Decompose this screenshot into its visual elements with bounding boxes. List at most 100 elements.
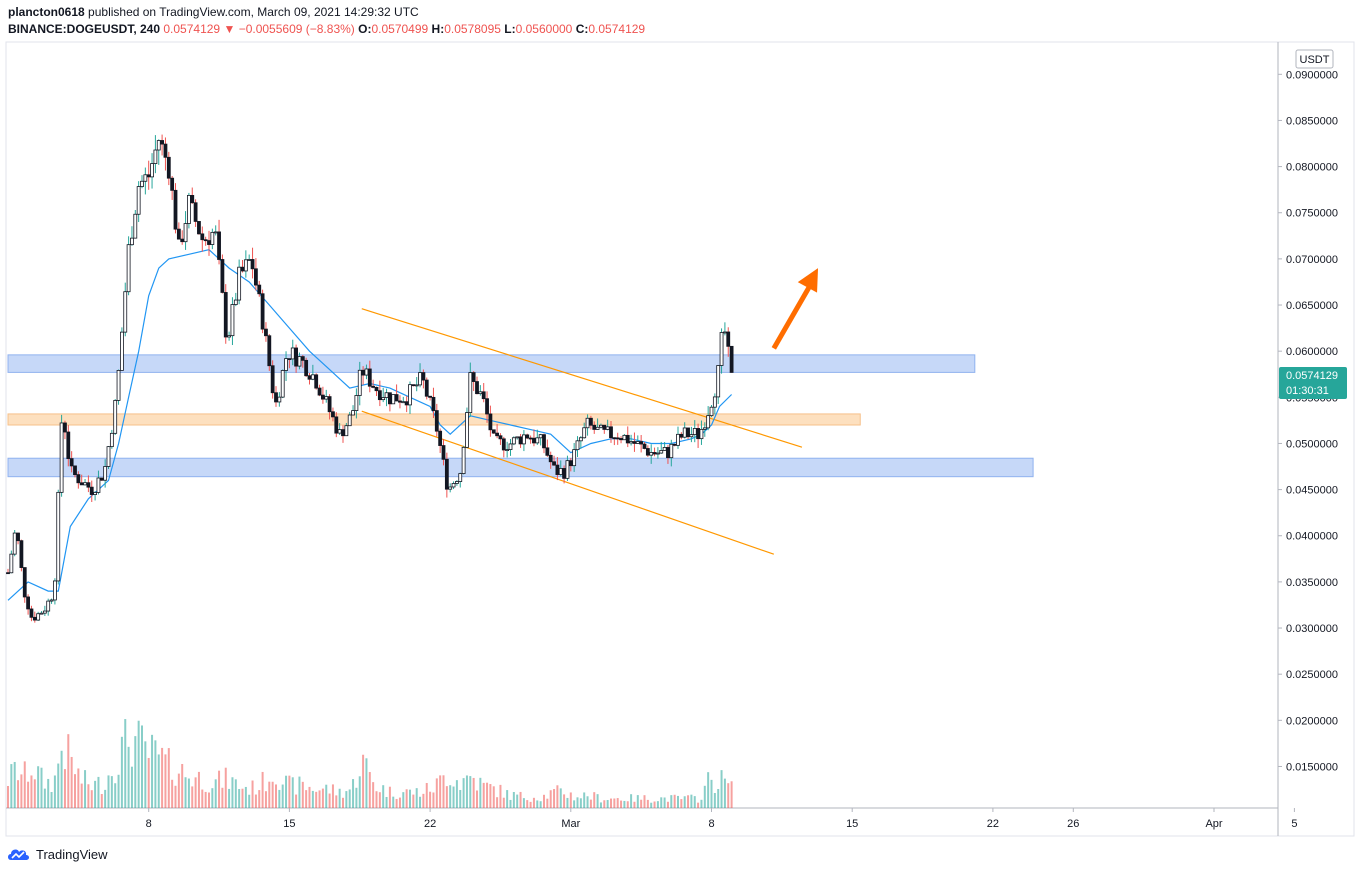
candle[interactable]: [656, 452, 660, 455]
candle[interactable]: [253, 268, 258, 286]
candle[interactable]: [166, 156, 171, 179]
candle[interactable]: [589, 417, 593, 426]
candle[interactable]: [709, 406, 714, 417]
candle[interactable]: [6, 572, 10, 575]
candle[interactable]: [26, 596, 31, 610]
candle[interactable]: [347, 414, 352, 427]
candle[interactable]: [190, 194, 195, 204]
candle[interactable]: [116, 369, 121, 401]
candle[interactable]: [682, 427, 687, 438]
candle[interactable]: [130, 237, 134, 246]
candle[interactable]: [448, 486, 453, 490]
candle[interactable]: [106, 446, 111, 467]
candle[interactable]: [240, 266, 245, 272]
candle[interactable]: [267, 335, 272, 367]
candle[interactable]: [666, 447, 670, 459]
candle[interactable]: [310, 374, 315, 380]
candle[interactable]: [334, 416, 339, 434]
candle[interactable]: [401, 401, 406, 404]
candle[interactable]: [404, 401, 409, 406]
candle[interactable]: [136, 186, 141, 215]
candle[interactable]: [367, 368, 372, 387]
candle[interactable]: [394, 394, 399, 402]
candle[interactable]: [632, 441, 637, 444]
candle[interactable]: [223, 292, 228, 338]
candle[interactable]: [287, 358, 292, 361]
candle[interactable]: [103, 466, 108, 481]
breakout-zone[interactable]: [7, 413, 861, 426]
candle[interactable]: [53, 580, 57, 601]
candle[interactable]: [86, 482, 91, 488]
candle[interactable]: [461, 446, 466, 474]
candle[interactable]: [619, 438, 623, 441]
candle[interactable]: [635, 441, 640, 444]
candle[interactable]: [93, 492, 97, 495]
candle[interactable]: [729, 345, 734, 373]
candle[interactable]: [320, 394, 325, 400]
candle[interactable]: [210, 231, 215, 245]
candle[interactable]: [307, 375, 312, 380]
candle[interactable]: [575, 440, 580, 451]
candle[interactable]: [391, 394, 396, 405]
candle[interactable]: [327, 396, 332, 413]
candle[interactable]: [297, 356, 302, 367]
candle[interactable]: [387, 392, 392, 405]
candle[interactable]: [515, 436, 520, 439]
candle[interactable]: [454, 481, 459, 484]
candle[interactable]: [552, 461, 556, 466]
candle[interactable]: [475, 381, 479, 395]
candle[interactable]: [193, 202, 198, 222]
candle[interactable]: [73, 465, 77, 476]
candle[interactable]: [200, 233, 205, 241]
candle[interactable]: [659, 450, 664, 454]
candle[interactable]: [39, 612, 44, 615]
candle[interactable]: [361, 369, 366, 376]
channel-lower-line[interactable]: [361, 410, 775, 555]
candle[interactable]: [89, 486, 94, 495]
candle[interactable]: [16, 532, 20, 542]
breakout-arrow-shaft[interactable]: [771, 280, 815, 350]
candle[interactable]: [518, 436, 523, 445]
candle[interactable]: [354, 395, 359, 412]
candle[interactable]: [582, 427, 587, 439]
candle[interactable]: [488, 413, 493, 431]
candle[interactable]: [381, 397, 386, 401]
candle[interactable]: [558, 468, 563, 475]
candle[interactable]: [237, 266, 242, 301]
candle[interactable]: [300, 356, 305, 361]
candle[interactable]: [398, 400, 402, 403]
candle[interactable]: [374, 386, 379, 392]
candle[interactable]: [364, 368, 369, 376]
candle[interactable]: [609, 426, 613, 439]
candle[interactable]: [183, 223, 188, 243]
candle[interactable]: [639, 441, 644, 445]
candle[interactable]: [331, 411, 335, 418]
candle[interactable]: [605, 426, 610, 430]
candle[interactable]: [451, 483, 456, 488]
candle[interactable]: [511, 437, 516, 445]
candle[interactable]: [702, 427, 707, 430]
candle[interactable]: [535, 437, 540, 444]
candle[interactable]: [176, 228, 181, 240]
candle[interactable]: [217, 231, 221, 260]
candle[interactable]: [344, 425, 349, 437]
candle[interactable]: [290, 347, 295, 360]
candle[interactable]: [317, 387, 322, 396]
candle[interactable]: [538, 434, 543, 439]
candle[interactable]: [274, 392, 278, 403]
candle[interactable]: [602, 424, 607, 430]
candle[interactable]: [696, 428, 700, 440]
candle[interactable]: [719, 332, 724, 366]
candle[interactable]: [46, 600, 51, 612]
candle[interactable]: [357, 369, 362, 396]
candle[interactable]: [555, 464, 560, 475]
candle[interactable]: [371, 385, 376, 388]
candle[interactable]: [243, 259, 248, 272]
candle[interactable]: [173, 189, 178, 230]
candle[interactable]: [120, 331, 124, 371]
candle[interactable]: [692, 428, 697, 435]
candle[interactable]: [625, 434, 630, 444]
candle[interactable]: [441, 445, 446, 460]
candle[interactable]: [314, 374, 319, 389]
candle[interactable]: [522, 434, 526, 445]
